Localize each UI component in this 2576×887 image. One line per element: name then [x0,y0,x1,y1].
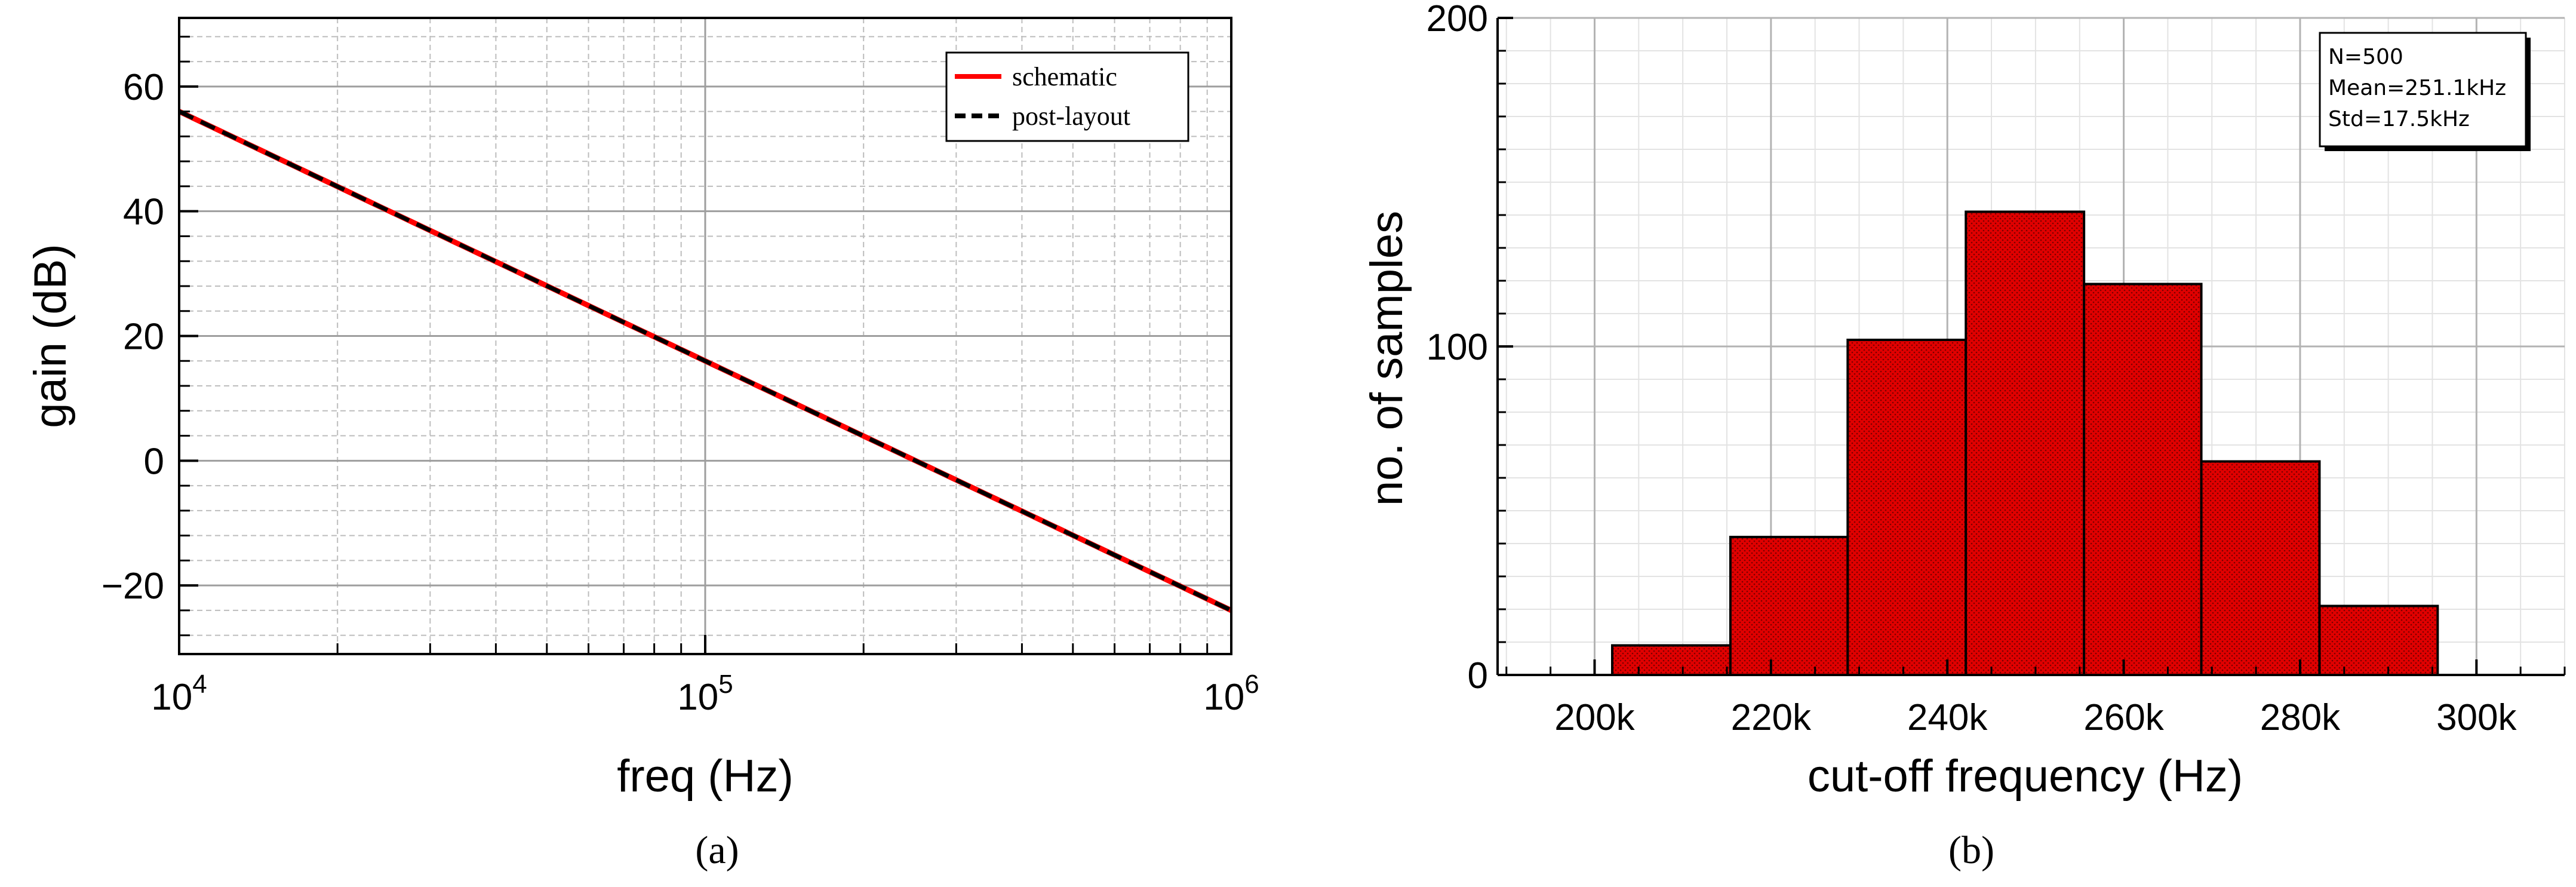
stats-line: Std=17.5kHz [2328,107,2470,131]
x-tick-base: 10 [151,677,192,718]
series-group-a [178,109,1232,613]
legend-label-post-layout: post-layout [1012,102,1130,131]
tick-labels-b: 200k 220k 240k 260k 280k 300k 0 100 200 [1427,0,2517,738]
stats-line: Mean=251.1kHz [2328,76,2506,100]
y-tick-label: 0 [144,441,164,482]
legend-box [945,51,1189,142]
x-tick-label: 200k [1554,697,1635,738]
tick-marks-b [1498,17,2566,676]
histogram-bar [1729,536,1849,676]
histogram-bar [1846,339,1968,676]
y-tick-label: 200 [1427,0,1488,39]
x-tick-label: 300k [2436,697,2517,738]
x-tick-label: 240k [1907,697,1988,738]
x-tick-label: 106 [1203,670,1259,718]
x-axis-title-a: freq (Hz) [617,751,794,802]
x-tick-label: 104 [151,670,207,718]
histogram-bar [1610,644,1732,676]
y-tick-label: 20 [123,317,164,358]
histogram-bar [2200,460,2321,676]
y-tick-label: 0 [1468,655,1488,696]
histogram-bar [2318,604,2439,676]
y-axis-title-b: no. of samples [1361,211,1412,506]
x-tick-base: 10 [677,677,718,718]
histogram-bars [1610,210,2439,676]
histogram-bar [2083,283,2203,676]
stats-box: N=500 Mean=251.1kHz Std=17.5kHz [2319,32,2531,151]
tick-marks-a [178,35,1232,654]
y-tick-label: −20 [102,566,164,607]
legend-label-schematic: schematic [1012,62,1117,91]
y-tick-label: 100 [1427,327,1488,368]
panel-label-b: (b) [1948,828,1994,872]
x-tick-label: 280k [2260,697,2341,738]
series-line-post-layout [178,109,1232,613]
x-tick-label: 105 [677,670,733,718]
x-axis-title-b: cut-off frequency (Hz) [1807,751,2243,802]
x-tick-exponent: 4 [192,670,207,699]
panel-label-a: (a) [695,828,739,872]
stats-box-frame [2319,32,2527,148]
x-tick-exponent: 5 [718,670,733,699]
x-tick-exponent: 6 [1244,670,1259,699]
x-tick-label: 220k [1731,697,1812,738]
x-tick-label: 260k [2083,697,2164,738]
x-tick-base: 10 [1203,677,1244,718]
histogram-bar [1965,210,2086,676]
stats-line: N=500 [2328,45,2403,69]
y-axis-title-a: gain (dB) [25,244,76,428]
panel-b-histogram: 200k 220k 240k 260k 280k 300k 0 100 200 cut-off … [1361,0,2566,872]
y-tick-label: 60 [123,67,164,108]
y-tick-label: 40 [123,192,164,233]
legend-a: schematic post-layout [945,51,1189,142]
